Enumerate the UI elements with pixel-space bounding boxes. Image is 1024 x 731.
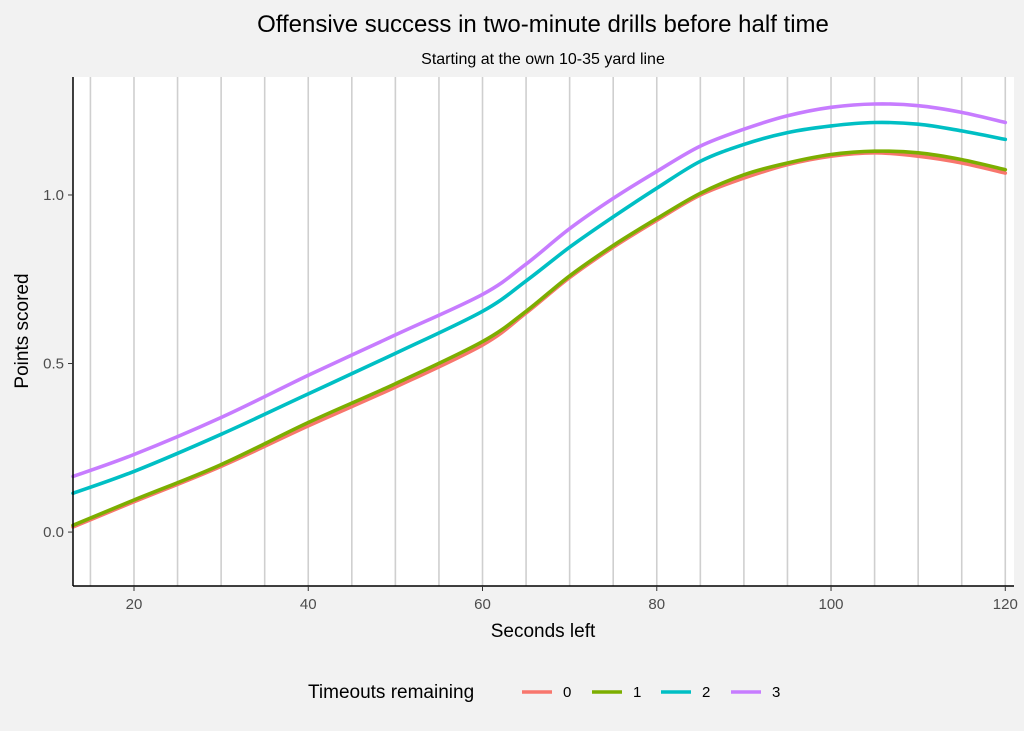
y-ticks: 0.0 0.5 1.0: [43, 187, 73, 541]
legend-items: 0 1 2 3: [522, 684, 780, 701]
x-ticks: 20 40 60 80 100 120: [126, 586, 1018, 613]
plot-background: [73, 77, 1014, 586]
legend: Timeouts remaining 0 1 2 3: [308, 682, 780, 703]
legend-label: 2: [702, 684, 710, 701]
series-line-3: [71, 102, 1008, 479]
legend-label: 3: [772, 684, 780, 701]
x-tick-label: 80: [648, 596, 665, 613]
series-line-2: [71, 120, 1008, 496]
series-lines: [71, 102, 1008, 529]
x-tick-label: 100: [819, 596, 844, 613]
x-tick-label: 20: [126, 596, 143, 613]
chart-subtitle: Starting at the own 10-35 yard line: [421, 51, 665, 68]
x-tick-label: 60: [474, 596, 491, 613]
x-tick-label: 40: [300, 596, 317, 613]
series-line-1: [71, 149, 1008, 528]
legend-item-0: 0: [522, 684, 571, 701]
y-tick-label: 1.0: [43, 187, 64, 204]
y-tick-label: 0.0: [43, 524, 64, 541]
x-axis-title: Seconds left: [491, 621, 596, 642]
legend-item-2: 2: [661, 684, 710, 701]
legend-title: Timeouts remaining: [308, 682, 474, 703]
gridlines: [89, 77, 1007, 586]
x-tick-label: 120: [993, 596, 1018, 613]
legend-label: 1: [633, 684, 641, 701]
y-axis-title: Points scored: [12, 273, 33, 388]
legend-item-1: 1: [592, 684, 641, 701]
y-tick-label: 0.5: [43, 356, 64, 373]
legend-item-3: 3: [731, 684, 780, 701]
chart-title: Offensive success in two-minute drills b…: [257, 11, 829, 38]
plot-area: 0.0 0.5 1.0 20 40 60 80 100 120: [43, 77, 1018, 613]
legend-label: 0: [563, 684, 571, 701]
